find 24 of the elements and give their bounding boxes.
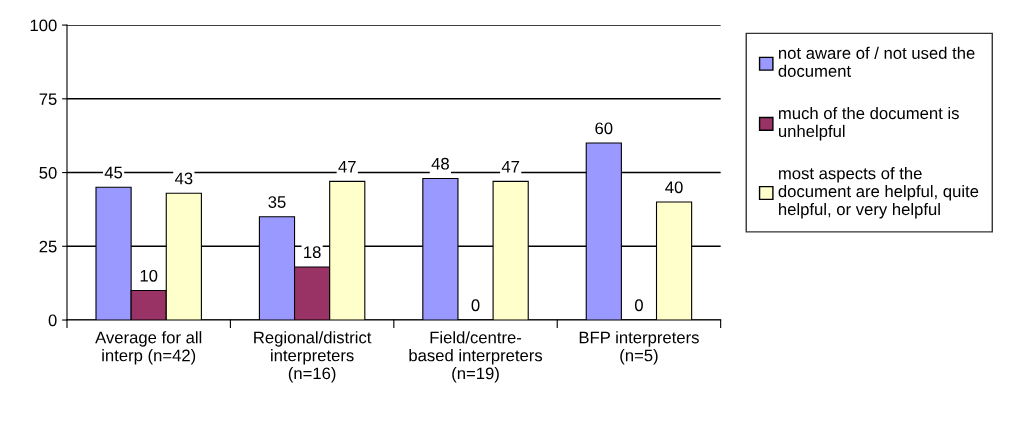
y-tick-label: 25: [39, 240, 57, 253]
x-tick-label: Average for all interp (n=42): [95, 331, 202, 365]
y-tick-label: 100: [30, 19, 57, 32]
data-label: 60: [595, 122, 613, 135]
data-label: 45: [104, 166, 123, 179]
y-tick-label: 0: [48, 314, 57, 327]
y-tick-label: 75: [39, 93, 57, 106]
x-tick-label: Field/centre- based interpreters (n=19): [409, 331, 543, 383]
data-label: 40: [665, 181, 683, 194]
data-label: 35: [268, 196, 286, 208]
data-label: 18: [304, 246, 321, 259]
data-label: 43: [174, 172, 193, 185]
legend-label: not aware of / not used the document: [778, 46, 975, 77]
data-label: 47: [338, 160, 356, 173]
data-label: 0: [471, 299, 480, 312]
legend-label: most aspects of the document are helpful, quite helpful, or very helpful: [778, 167, 979, 219]
x-tick-label: Regional/district interpreters (n=16): [254, 331, 372, 383]
data-label: 47: [501, 160, 520, 173]
data-label: 0: [634, 299, 643, 312]
legend-label: much of the document is unhelpful: [778, 106, 959, 141]
y-tick-label: 50: [39, 166, 57, 179]
data-label: 10: [140, 269, 158, 282]
data-label: 48: [431, 157, 449, 170]
x-tick-label: BFP interpreters (n=5): [579, 331, 699, 365]
